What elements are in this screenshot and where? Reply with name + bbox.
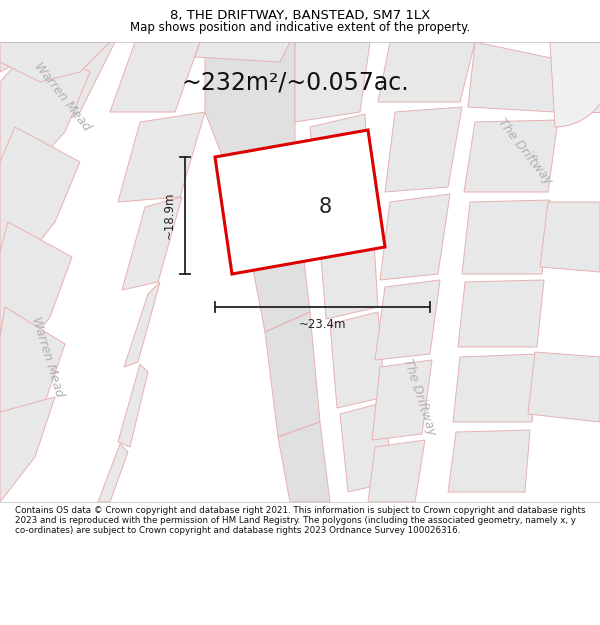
Polygon shape bbox=[118, 112, 205, 202]
Polygon shape bbox=[110, 42, 200, 112]
Text: The Driftway: The Driftway bbox=[495, 116, 555, 188]
Polygon shape bbox=[98, 444, 128, 502]
Text: The Driftway: The Driftway bbox=[401, 357, 439, 437]
Polygon shape bbox=[368, 440, 425, 502]
Polygon shape bbox=[462, 200, 550, 274]
Polygon shape bbox=[528, 352, 600, 422]
Text: 8, THE DRIFTWAY, BANSTEAD, SM7 1LX: 8, THE DRIFTWAY, BANSTEAD, SM7 1LX bbox=[170, 9, 430, 22]
Polygon shape bbox=[372, 360, 432, 440]
Polygon shape bbox=[310, 114, 370, 214]
Polygon shape bbox=[378, 42, 475, 102]
Polygon shape bbox=[278, 422, 330, 502]
Polygon shape bbox=[240, 182, 310, 332]
Text: Warren Mead: Warren Mead bbox=[29, 315, 67, 399]
Polygon shape bbox=[560, 42, 600, 112]
Polygon shape bbox=[0, 42, 90, 202]
Polygon shape bbox=[453, 354, 538, 422]
Polygon shape bbox=[448, 430, 530, 492]
Polygon shape bbox=[0, 127, 80, 292]
Text: ~23.4m: ~23.4m bbox=[299, 319, 346, 331]
Polygon shape bbox=[0, 42, 115, 147]
Polygon shape bbox=[0, 42, 55, 72]
Polygon shape bbox=[464, 120, 558, 192]
Polygon shape bbox=[124, 282, 160, 367]
Polygon shape bbox=[265, 312, 320, 437]
Text: Contains OS data © Crown copyright and database right 2021. This information is : Contains OS data © Crown copyright and d… bbox=[15, 506, 586, 536]
Polygon shape bbox=[550, 42, 600, 127]
Polygon shape bbox=[205, 42, 295, 202]
Polygon shape bbox=[540, 202, 600, 272]
Text: ~232m²/~0.057ac.: ~232m²/~0.057ac. bbox=[181, 70, 409, 94]
Text: Map shows position and indicative extent of the property.: Map shows position and indicative extent… bbox=[130, 21, 470, 34]
Polygon shape bbox=[118, 364, 148, 447]
Polygon shape bbox=[318, 210, 378, 319]
Polygon shape bbox=[468, 42, 570, 112]
Polygon shape bbox=[0, 307, 65, 462]
Polygon shape bbox=[330, 312, 385, 408]
Polygon shape bbox=[340, 402, 392, 492]
Polygon shape bbox=[295, 42, 370, 122]
Text: Warren Mead: Warren Mead bbox=[31, 60, 93, 134]
Polygon shape bbox=[195, 42, 290, 62]
Polygon shape bbox=[122, 197, 182, 290]
Polygon shape bbox=[0, 42, 110, 82]
Polygon shape bbox=[380, 194, 450, 280]
Polygon shape bbox=[375, 280, 440, 360]
Polygon shape bbox=[458, 280, 544, 347]
Text: ~18.9m: ~18.9m bbox=[163, 192, 176, 239]
Polygon shape bbox=[0, 397, 55, 502]
Polygon shape bbox=[0, 222, 72, 382]
Polygon shape bbox=[215, 130, 385, 274]
Text: 8: 8 bbox=[319, 197, 332, 217]
Polygon shape bbox=[385, 107, 462, 192]
